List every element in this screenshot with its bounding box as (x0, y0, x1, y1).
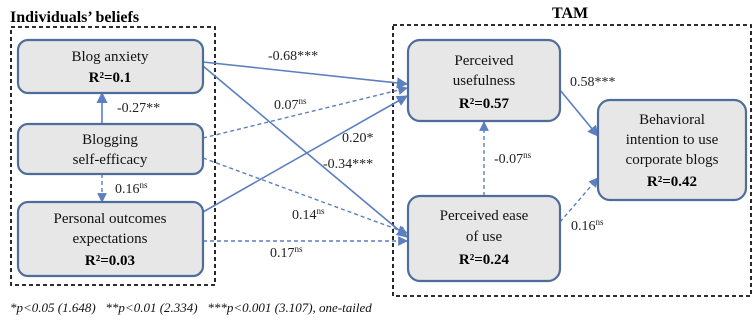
label-ease-usefulness: -0.07ns (494, 150, 532, 167)
edge-labels: -0.68*** 0.07ns 0.20* -0.34*** 0.14ns 0.… (115, 49, 616, 261)
tam-title: TAM (552, 5, 588, 22)
node-personal-outcomes-expectations: Personal outcomes expectations R²=0.03 (16, 200, 205, 278)
node-label-line-2: expectations (73, 231, 148, 247)
node-r-squared: R²=0.42 (647, 174, 697, 190)
node-r-squared: R²=0.57 (459, 96, 510, 112)
node-label: Blog anxiety (71, 49, 149, 65)
edge-selfefficacy-usefulness (202, 85, 408, 139)
node-box (16, 122, 205, 176)
tam-group (392, 24, 752, 297)
node-perceived-usefulness: Perceived usefulness R²=0.57 (406, 38, 562, 123)
label-selfefficacy-outcomes: 0.16ns (115, 180, 148, 197)
individuals-beliefs-group (10, 26, 216, 286)
node-blog-anxiety: Blog anxiety R²=0.1 (16, 38, 205, 95)
label-outcomes-usefulness: 0.20* (342, 131, 374, 146)
node-label-line-1: Blogging (82, 132, 138, 148)
edge-ease-intention (559, 177, 599, 223)
individuals-beliefs-title: Individuals’ beliefs (10, 9, 139, 26)
label-ease-intention: 0.16ns (571, 217, 604, 234)
node-behavioral-intention: Behavioral intention to use corporate bl… (596, 98, 748, 202)
node-box (406, 38, 562, 123)
node-label-line-1: Perceived (454, 53, 514, 69)
node-label-line-2: self-efficacy (73, 152, 148, 168)
label-selfefficacy-anxiety: -0.27** (117, 101, 160, 116)
edge-usefulness-intention (559, 89, 599, 137)
node-label-line-3: corporate blogs (626, 152, 719, 168)
edge-anxiety-ease (202, 65, 408, 238)
label-selfefficacy-usefulness: 0.07ns (274, 96, 307, 113)
node-label-line-1: Perceived ease (440, 208, 529, 224)
label-selfefficacy-ease: 0.14ns (292, 206, 325, 223)
node-label-line-2: of use (466, 229, 503, 245)
node-box (406, 194, 562, 283)
node-box (16, 200, 205, 278)
node-box (596, 98, 748, 202)
node-label-line-1: Behavioral (639, 112, 705, 128)
node-label-line-1: Personal outcomes (54, 211, 167, 227)
edge-outcomes-usefulness (202, 95, 408, 213)
node-perceived-ease-of-use: Perceived ease of use R²=0.24 (406, 194, 562, 283)
edge-anxiety-usefulness (202, 61, 409, 89)
node-label-line-2: usefulness (453, 73, 516, 89)
node-r-squared: R²=0.03 (85, 253, 135, 269)
significance-footnote: *p<0.05 (1.648) **p<0.01 (2.334) ***p<0.… (10, 300, 372, 315)
node-r-squared: R²=0.1 (89, 70, 132, 86)
label-outcomes-ease: 0.17ns (270, 244, 303, 261)
node-box (16, 38, 205, 95)
node-label-line-2: intention to use (626, 132, 719, 148)
edges (96, 61, 599, 246)
node-r-squared: R²=0.24 (459, 252, 510, 268)
label-anxiety-ease: -0.34*** (323, 157, 373, 172)
node-blogging-self-efficacy: Blogging self-efficacy (16, 122, 205, 176)
label-usefulness-intention: 0.58*** (570, 75, 616, 90)
label-anxiety-usefulness: -0.68*** (268, 49, 318, 64)
edge-selfefficacy-ease (202, 157, 408, 235)
